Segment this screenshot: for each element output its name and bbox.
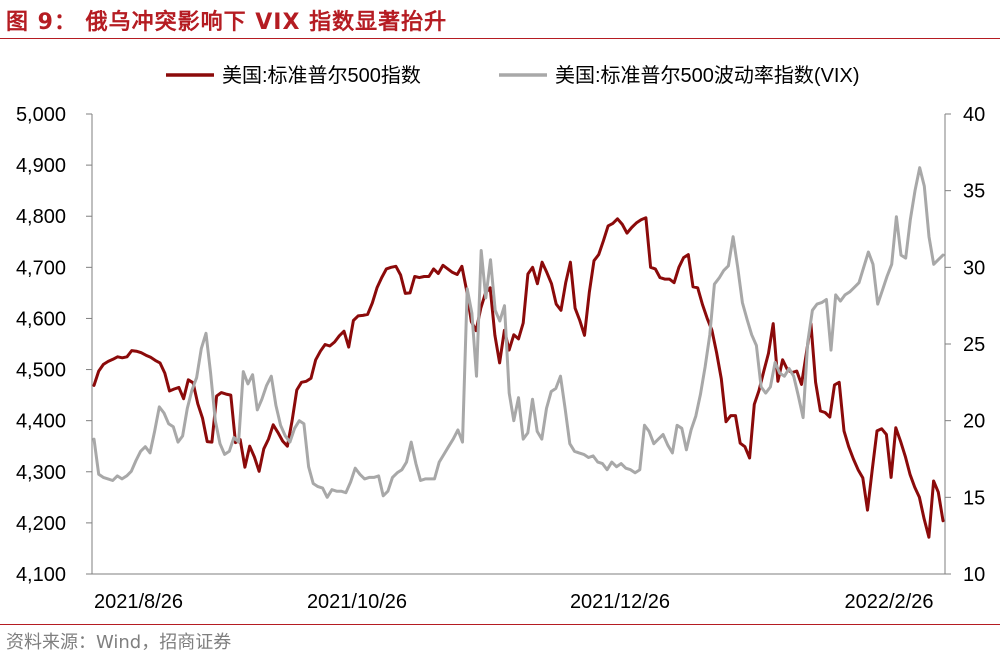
left-tick-label: 4,600 <box>16 308 66 330</box>
source-note: 资料来源：Wind，招商证券 <box>6 632 232 653</box>
series-lines <box>92 166 945 539</box>
axes <box>86 113 951 575</box>
legend: 美国:标准普尔500指数 美国:标准普尔500波动率指数(VIX) <box>166 64 859 87</box>
sp500-line <box>92 216 945 539</box>
right-tick-label: 40 <box>963 104 985 126</box>
title-rule <box>0 38 1000 39</box>
figure-title: 图 9： 俄乌冲突影响下 VIX 指数显著抬升 <box>6 10 448 35</box>
right-tick-label: 35 <box>963 181 985 203</box>
left-tick-label: 5,000 <box>16 104 66 126</box>
vix-line <box>92 166 945 499</box>
legend-label: 美国:标准普尔500指数 <box>222 64 421 87</box>
left-tick-label: 4,200 <box>16 513 66 535</box>
right-tick-label: 10 <box>963 564 985 586</box>
left-tick-label: 4,800 <box>16 206 66 228</box>
x-tick-label: 2021/8/26 <box>94 591 183 613</box>
source-rule <box>0 624 1000 625</box>
x-tick-label: 2021/10/26 <box>307 591 407 613</box>
x-tick-label: 2022/2/26 <box>845 591 934 613</box>
tick-labels: 4,100 4,200 4,300 4,400 4,500 4,600 4,700 4,800… <box>16 104 985 613</box>
left-tick-label: 4,900 <box>16 155 66 177</box>
left-tick-label: 4,500 <box>16 360 66 382</box>
chart: 美国:标准普尔500指数 美国:标准普尔500波动率指数(VIX) 4,1004,… <box>16 64 985 613</box>
right-tick-label: 15 <box>963 487 985 509</box>
left-tick-label: 4,100 <box>16 564 66 586</box>
left-tick-label: 4,700 <box>16 257 66 279</box>
right-tick-label: 20 <box>963 411 985 433</box>
right-tick-label: 30 <box>963 257 985 279</box>
legend-label: 美国:标准普尔500波动率指数(VIX) <box>555 64 859 87</box>
x-tick-label: 2021/12/26 <box>570 591 670 613</box>
right-tick-label: 25 <box>963 334 985 356</box>
left-tick-label: 4,300 <box>16 462 66 484</box>
left-tick-label: 4,400 <box>16 411 66 433</box>
